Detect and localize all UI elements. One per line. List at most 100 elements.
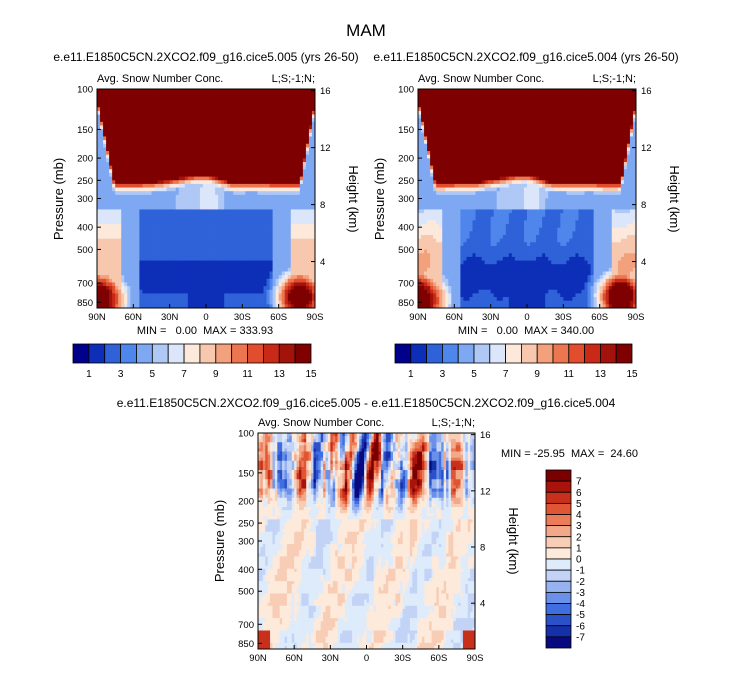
field-cell [202, 187, 207, 192]
field-cell [626, 89, 631, 94]
field-cell [284, 103, 289, 108]
field-cell [157, 191, 161, 196]
field-cell [430, 92, 434, 97]
field-cell [184, 194, 189, 199]
field-cell [290, 147, 295, 152]
field-cell [106, 293, 110, 298]
field-cell [136, 176, 140, 181]
field-cell [109, 198, 113, 203]
field-cell [209, 224, 213, 229]
field-cell [227, 227, 231, 232]
field-cell [139, 293, 143, 298]
field-cell [248, 187, 252, 192]
field-cell [136, 213, 140, 218]
field-cell [187, 286, 192, 291]
field-cell [257, 99, 261, 104]
field-cell [257, 103, 261, 108]
field-cell [181, 154, 186, 159]
field-cell [275, 183, 280, 188]
field-cell [196, 224, 201, 229]
field-cell [142, 169, 146, 174]
field-cell [196, 99, 201, 104]
field-cell [260, 125, 264, 130]
field-cell [109, 183, 113, 188]
field-cell [187, 249, 192, 254]
field-cell [272, 121, 277, 126]
field-cell [106, 172, 110, 177]
field-cell [236, 238, 240, 243]
field-cell [260, 242, 264, 247]
field-cell [163, 242, 168, 247]
field-cell [236, 140, 240, 145]
field-cell [260, 103, 264, 108]
field-cell [248, 125, 252, 130]
field-cell [163, 99, 168, 104]
field-cell [602, 96, 607, 101]
field-cell [302, 286, 307, 291]
field-cell [157, 194, 161, 199]
field-cell [145, 114, 149, 119]
field-cell [112, 220, 116, 225]
field-cell [215, 140, 219, 145]
field-cell [257, 191, 261, 196]
field-cell [617, 103, 622, 108]
field-cell [281, 235, 286, 240]
field-cell [251, 242, 255, 247]
field-cell [257, 183, 261, 188]
field-cell [148, 136, 152, 141]
field-cell [218, 89, 222, 94]
field-cell [290, 245, 295, 250]
field-cell [523, 99, 528, 104]
field-cell [103, 264, 107, 269]
field-cell [224, 132, 228, 137]
field-cell [160, 172, 165, 177]
field-cell [172, 136, 177, 141]
field-cell [130, 187, 134, 192]
field-cell [181, 245, 186, 250]
field-cell [254, 107, 258, 112]
field-cell [154, 253, 158, 258]
field-cell [193, 275, 198, 280]
field-cell [227, 231, 231, 236]
field-cell [157, 267, 161, 272]
field-cell [584, 110, 588, 115]
field-cell [296, 172, 301, 177]
field-cell [148, 278, 152, 283]
field-cell [206, 231, 210, 236]
field-cell [199, 235, 204, 240]
field-cell [560, 96, 564, 101]
field-cell [245, 176, 249, 181]
field-cell [557, 114, 561, 119]
field-cell [251, 125, 255, 130]
field-cell [299, 224, 304, 229]
field-cell [511, 99, 516, 104]
field-cell [163, 271, 168, 276]
field-cell [169, 245, 174, 250]
field-cell [308, 191, 313, 196]
field-cell [193, 202, 198, 207]
field-cell [284, 118, 289, 123]
field-cell [263, 158, 267, 163]
field-cell [151, 231, 155, 236]
field-cell [266, 92, 270, 97]
field-cell [293, 191, 298, 196]
field-cell [118, 224, 122, 229]
field-cell [193, 278, 198, 283]
field-cell [142, 224, 146, 229]
field-cell [227, 172, 231, 177]
field-cell [118, 227, 122, 232]
field-cell [472, 96, 476, 101]
field-cell [248, 213, 252, 218]
field-cell [151, 227, 155, 232]
field-cell [145, 143, 149, 148]
field-cell [275, 187, 280, 192]
field-cell [109, 125, 113, 130]
field-cell [157, 169, 161, 174]
field-cell [199, 282, 204, 287]
field-cell [611, 114, 616, 119]
field-cell [97, 220, 101, 225]
field-cell [130, 220, 134, 225]
field-cell [187, 253, 192, 258]
field-cell [251, 264, 255, 269]
field-cell [248, 271, 252, 276]
